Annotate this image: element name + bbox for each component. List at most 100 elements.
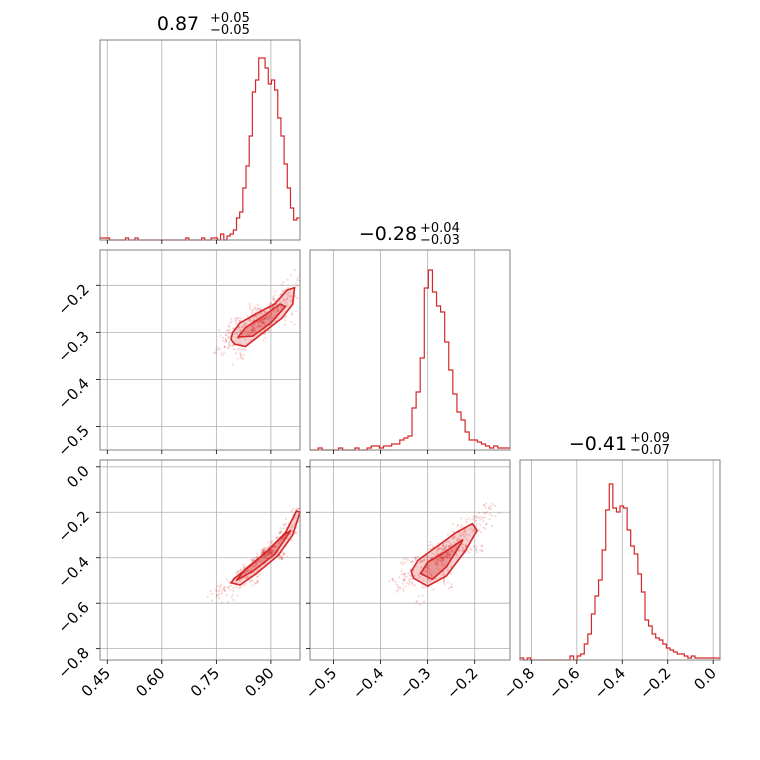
panel-1-0-scatter-point — [221, 336, 225, 339]
panel-2-1-scatter-point — [468, 551, 471, 554]
panel-1-0-scatter-point — [249, 305, 252, 308]
panel-2-1-scatter-point — [433, 552, 436, 556]
panel-2-1-scatter-point — [460, 517, 463, 520]
panel-2-1-scatter-point — [464, 528, 467, 531]
panel-2-0-scatter-point — [281, 554, 284, 557]
panel-1-0-scatter-point — [295, 282, 298, 285]
panel-1-0-scatter-point — [286, 293, 289, 296]
panel-1-0-scatter-point — [228, 343, 231, 347]
panel-2-1-scatter-point — [392, 579, 395, 582]
panel-2-0-scatter-point — [271, 539, 274, 542]
panel-2-1-scatter-point — [445, 540, 448, 543]
panel-2-0-scatter-point — [282, 553, 286, 556]
panel-2-0-scatter-point — [281, 536, 285, 540]
panel-1-0-scatter-point — [289, 274, 293, 277]
panel-1-0-scatter-point — [260, 318, 263, 321]
panel-1-0-scatter-point — [296, 284, 299, 288]
panel-2-0-scatter-point — [244, 572, 247, 575]
panel-2-1-scatter-point — [441, 544, 444, 547]
panel-2-0-scatter-point — [278, 541, 281, 544]
panel-2-0-scatter-point — [236, 594, 239, 597]
panel-1-0-scatter-point — [261, 322, 264, 325]
panel-2-0-scatter-point — [223, 589, 226, 592]
panel-1-0-scatter-point — [214, 352, 217, 355]
panel-2-1-scatter-point — [453, 542, 456, 545]
panel-2-1-scatter-point — [428, 568, 432, 571]
panel-1-0-scatter-point — [269, 301, 272, 304]
panel-2-1-scatter-point — [482, 511, 485, 515]
panel-2-1-scatter-point — [430, 556, 434, 559]
panel-2-0-scatter-point — [225, 593, 228, 596]
panel-2-1-scatter-point — [419, 560, 422, 563]
panel-2-1-scatter-point — [435, 562, 438, 565]
panel-2-1-scatter-point — [399, 562, 402, 565]
panel-1-0-scatter-point — [232, 347, 235, 351]
panel-2-1-scatter-point — [450, 565, 453, 568]
panel-2-0-scatter-point — [237, 570, 240, 573]
panel-1-0-scatter-point — [272, 298, 275, 301]
panel-1-0-scatter-point — [296, 278, 299, 282]
panel-2-1-scatter-point — [428, 544, 431, 547]
panel-2-1-scatter-point — [441, 556, 444, 560]
panel-1-0-scatter-point — [256, 321, 259, 324]
panel-1-0-scatter-point — [229, 321, 232, 325]
panel-2-0-scatter-point — [223, 589, 226, 592]
panel-2-1-scatter-point — [482, 520, 485, 523]
panel-2-1-scatter-point — [461, 543, 464, 546]
panel-2-1-scatter-point — [457, 549, 460, 552]
panel-2-1-scatter-point — [481, 550, 484, 553]
panel-2-1-scatter-point — [423, 558, 426, 562]
panel-2-1-scatter-point — [409, 561, 412, 564]
panel-2-1-scatter-point — [442, 548, 446, 551]
panel-2-1-scatter-point — [463, 536, 466, 539]
title-upper-2: +0.09 — [630, 431, 670, 446]
panel-2-0-scatter-point — [219, 585, 222, 588]
panel-2-0-scatter-point — [242, 566, 245, 569]
panel-2-0-scatter-point — [282, 537, 285, 540]
panel-2-1-scatter-point — [445, 555, 448, 558]
panel-1-0-scatter-point — [241, 326, 244, 329]
panel-2-0-scatter-point — [242, 564, 245, 567]
panel-2-1-scatter-point — [388, 579, 391, 583]
panel-1-0-scatter-point — [225, 329, 228, 332]
panel-2-1-scatter-point — [414, 559, 418, 562]
panel-2-1-scatter-point — [442, 548, 445, 552]
panel-2-1-scatter-point — [448, 553, 452, 556]
panel-2-0-scatter-point — [232, 589, 235, 592]
panel-1-0-scatter-point — [251, 329, 254, 332]
panel-2-1-scatter-point — [402, 572, 406, 576]
panel-2-1-scatter-point — [487, 507, 491, 510]
panel-2-1-scatter-point — [403, 579, 406, 582]
panel-1-0-scatter-point — [283, 298, 286, 301]
panel-2-0-scatter-point — [232, 586, 235, 589]
panel-2-0-scatter-point — [283, 523, 286, 526]
panel-1-0-scatter-point — [223, 345, 226, 348]
panel-2-1-scatter-point — [480, 515, 483, 519]
panel-1-0-scatter-point — [231, 363, 234, 366]
panel-2-1-scatter-point — [413, 556, 417, 559]
panel-1-0-scatter-point — [239, 352, 242, 355]
panel-1-0-scatter-point — [254, 328, 257, 331]
panel-2-1-scatter-point — [429, 573, 433, 576]
panel-2-1-scatter-point — [416, 576, 419, 580]
panel-1-0-scatter-point — [257, 314, 260, 317]
panel-1-0-scatter-point — [227, 346, 230, 349]
panel-1-0-scatter-point — [215, 348, 218, 352]
panel-2-1-scatter-point — [436, 563, 439, 566]
panel-2-0-scatter-point — [270, 552, 273, 555]
panel-2-0-scatter-point — [261, 556, 265, 559]
panel-2-1-scatter-point — [480, 544, 484, 547]
panel-2-1-scatter-point — [442, 544, 445, 547]
panel-2-1-scatter-point — [446, 533, 450, 536]
panel-1-0-scatter-point — [232, 327, 235, 330]
panel-2-1-scatter-point — [451, 536, 455, 539]
panel-1-0-scatter-point — [280, 283, 284, 286]
panel-2-0-scatter-point — [292, 508, 295, 511]
panel-1-0-scatter-point — [222, 351, 226, 354]
panel-1-0-scatter-point — [251, 327, 254, 330]
panel-2-0-scatter-point — [256, 553, 259, 556]
panel-2-0-scatter-point — [238, 579, 242, 583]
panel-2-0-scatter-point — [281, 558, 284, 561]
panel-2-1-scatter-point — [405, 557, 408, 560]
